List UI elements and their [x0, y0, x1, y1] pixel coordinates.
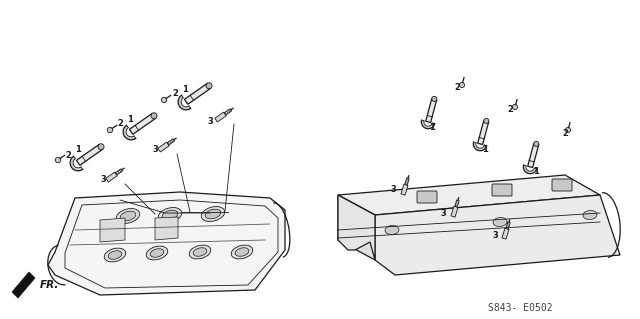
Polygon shape	[167, 139, 175, 145]
Ellipse shape	[158, 208, 182, 222]
Polygon shape	[70, 156, 83, 171]
Ellipse shape	[150, 249, 164, 257]
Text: 3: 3	[100, 175, 106, 184]
Polygon shape	[224, 109, 232, 115]
Text: 2: 2	[172, 90, 178, 99]
Ellipse shape	[231, 245, 253, 259]
Circle shape	[534, 141, 539, 146]
Polygon shape	[506, 222, 510, 229]
Polygon shape	[474, 142, 487, 151]
FancyBboxPatch shape	[492, 184, 512, 196]
Polygon shape	[115, 169, 123, 175]
Text: 1: 1	[75, 145, 81, 154]
Polygon shape	[12, 272, 35, 298]
Polygon shape	[129, 113, 156, 134]
Ellipse shape	[201, 207, 225, 221]
Circle shape	[566, 128, 570, 133]
Polygon shape	[215, 112, 226, 122]
Text: 2: 2	[562, 129, 568, 137]
Ellipse shape	[120, 211, 136, 221]
Text: 3: 3	[440, 209, 446, 218]
Polygon shape	[528, 143, 539, 167]
Text: FR.: FR.	[40, 280, 60, 290]
Circle shape	[484, 118, 489, 123]
Polygon shape	[477, 120, 489, 145]
Circle shape	[108, 127, 113, 133]
Text: 2: 2	[454, 84, 460, 93]
Ellipse shape	[193, 248, 207, 256]
Polygon shape	[106, 172, 117, 182]
Text: 1: 1	[182, 85, 188, 93]
Ellipse shape	[162, 210, 178, 220]
Ellipse shape	[104, 248, 125, 262]
Text: 3: 3	[492, 231, 498, 240]
Text: 2: 2	[117, 120, 123, 129]
Polygon shape	[404, 178, 409, 185]
Circle shape	[206, 83, 212, 89]
Text: 3: 3	[152, 145, 158, 154]
Text: 2: 2	[507, 106, 513, 115]
Polygon shape	[100, 218, 125, 242]
Polygon shape	[48, 192, 285, 295]
Text: 3: 3	[207, 116, 213, 125]
Text: 2: 2	[65, 151, 71, 160]
FancyBboxPatch shape	[417, 191, 437, 203]
Polygon shape	[178, 95, 191, 110]
Polygon shape	[338, 195, 375, 260]
Polygon shape	[338, 175, 600, 215]
Polygon shape	[184, 83, 211, 104]
Ellipse shape	[583, 211, 597, 219]
Circle shape	[432, 96, 437, 101]
Text: 1: 1	[533, 167, 539, 176]
Text: S843- E0502: S843- E0502	[488, 303, 552, 313]
Ellipse shape	[493, 218, 507, 226]
Polygon shape	[76, 144, 103, 165]
Ellipse shape	[147, 246, 168, 260]
Polygon shape	[426, 98, 436, 122]
Polygon shape	[155, 217, 178, 240]
Polygon shape	[158, 142, 169, 152]
Ellipse shape	[116, 209, 140, 223]
Ellipse shape	[385, 226, 399, 234]
Circle shape	[55, 157, 61, 163]
Polygon shape	[375, 195, 620, 275]
Circle shape	[151, 113, 157, 119]
Text: 1: 1	[429, 123, 435, 132]
Polygon shape	[123, 125, 136, 140]
Ellipse shape	[235, 248, 249, 256]
Ellipse shape	[205, 209, 221, 219]
FancyBboxPatch shape	[552, 179, 572, 191]
Text: 1: 1	[127, 115, 133, 123]
Circle shape	[161, 97, 166, 103]
Circle shape	[98, 144, 104, 150]
Text: 3: 3	[390, 186, 396, 195]
Circle shape	[460, 82, 465, 87]
Polygon shape	[451, 206, 458, 217]
Text: 1: 1	[482, 145, 488, 154]
Polygon shape	[421, 120, 435, 129]
Ellipse shape	[108, 251, 122, 259]
Circle shape	[513, 104, 518, 109]
Ellipse shape	[189, 245, 211, 259]
Polygon shape	[524, 165, 537, 174]
Polygon shape	[455, 200, 460, 207]
Polygon shape	[401, 184, 408, 195]
Polygon shape	[338, 195, 375, 260]
Polygon shape	[502, 228, 509, 239]
